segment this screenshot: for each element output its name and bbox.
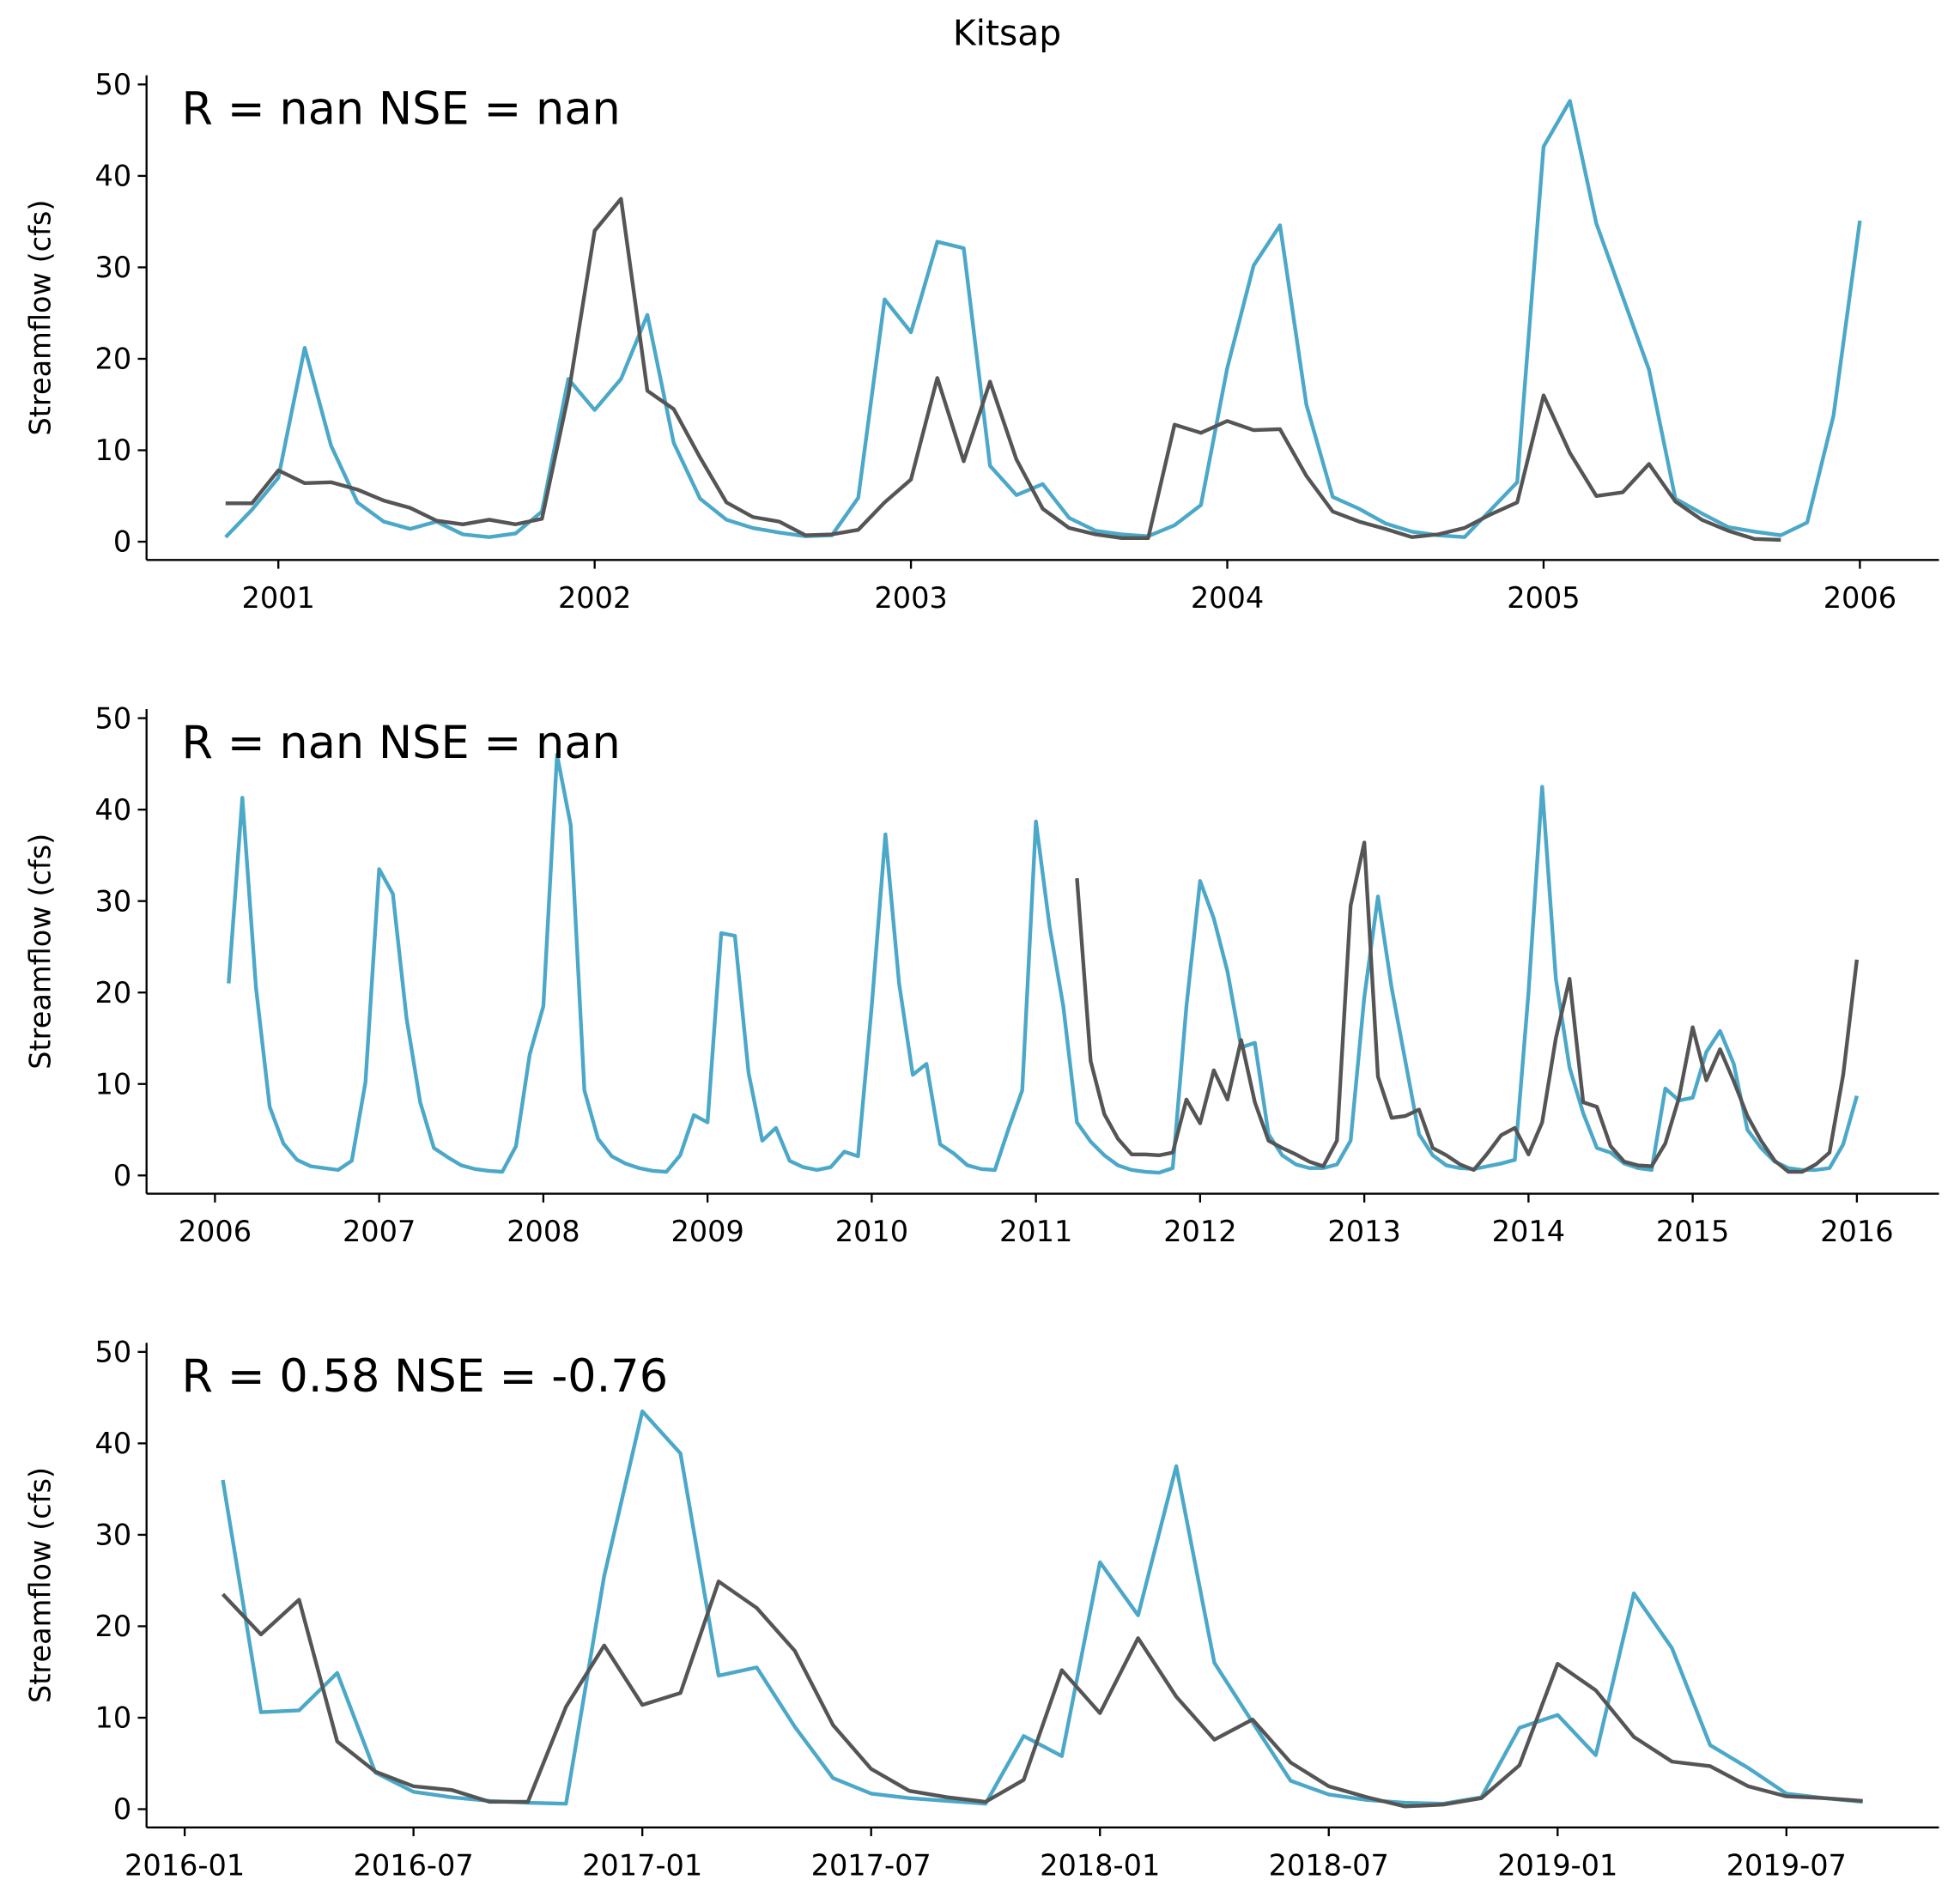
x-tick-label: 2002 <box>558 581 631 615</box>
x-tick-label: 2008 <box>507 1215 580 1248</box>
x-tick-label: 2017-01 <box>582 1848 702 1882</box>
x-tick-label: 2015 <box>1656 1215 1729 1248</box>
y-tick-label: 50 <box>95 68 132 101</box>
y-tick-label: 20 <box>95 343 132 376</box>
y-tick-label: 30 <box>95 251 132 284</box>
x-tick-label: 2016-07 <box>354 1848 474 1882</box>
x-tick-label: 2001 <box>242 581 315 615</box>
x-tick-label: 2003 <box>874 581 947 615</box>
y-axis-label: Streamflow (cfs) <box>23 200 57 436</box>
x-tick-label: 2007 <box>343 1215 416 1248</box>
x-tick-label: 2016 <box>1820 1215 1893 1248</box>
y-tick-label: 30 <box>95 884 132 918</box>
x-tick-label: 2012 <box>1163 1215 1236 1248</box>
x-tick-label: 2017-07 <box>811 1848 931 1882</box>
x-tick-label: 2019-01 <box>1497 1848 1617 1882</box>
x-tick-label: 2018-07 <box>1269 1848 1389 1882</box>
y-tick-label: 50 <box>95 701 132 735</box>
y-tick-label: 40 <box>95 1427 132 1460</box>
y-tick-label: 10 <box>95 1701 132 1735</box>
x-tick-label: 2019-07 <box>1726 1848 1847 1882</box>
y-tick-label: 0 <box>113 1159 131 1192</box>
series-line <box>224 99 1862 539</box>
y-tick-label: 10 <box>95 1067 132 1101</box>
annotation: R = 0.58 NSE = -0.76 <box>182 1350 669 1403</box>
y-tick-label: 0 <box>113 1792 131 1826</box>
x-tick-label: 2010 <box>835 1215 908 1248</box>
figure-title: Kitsap <box>953 13 1061 54</box>
y-tick-label: 20 <box>95 1610 132 1643</box>
y-tick-label: 10 <box>95 434 132 467</box>
x-tick-label: 2014 <box>1492 1215 1565 1248</box>
y-axis-label: Streamflow (cfs) <box>23 1467 57 1703</box>
x-tick-label: 2005 <box>1507 581 1580 615</box>
series-line <box>221 1409 1863 1806</box>
x-tick-label: 2004 <box>1191 581 1264 615</box>
x-tick-label: 2009 <box>671 1215 743 1248</box>
y-tick-label: 20 <box>95 976 132 1010</box>
x-tick-label: 2006 <box>1824 581 1896 615</box>
x-tick-label: 2018-01 <box>1040 1848 1160 1882</box>
annotation: R = nan NSE = nan <box>182 83 621 136</box>
series-line <box>221 1580 1863 1809</box>
y-tick-label: 40 <box>95 793 132 827</box>
annotation: R = nan NSE = nan <box>182 717 621 769</box>
y-axis-label: Streamflow (cfs) <box>23 834 57 1070</box>
y-tick-label: 40 <box>95 160 132 193</box>
x-tick-label: 2006 <box>179 1215 252 1248</box>
y-tick-label: 0 <box>113 525 131 559</box>
series-line <box>225 197 1781 543</box>
x-tick-label: 2013 <box>1327 1215 1400 1248</box>
series-line <box>1075 840 1860 1174</box>
y-tick-label: 30 <box>95 1519 132 1552</box>
series-line <box>227 753 1859 1175</box>
y-tick-label: 50 <box>95 1336 132 1369</box>
x-tick-label: 2016-01 <box>124 1848 245 1882</box>
x-tick-label: 2011 <box>999 1215 1072 1248</box>
